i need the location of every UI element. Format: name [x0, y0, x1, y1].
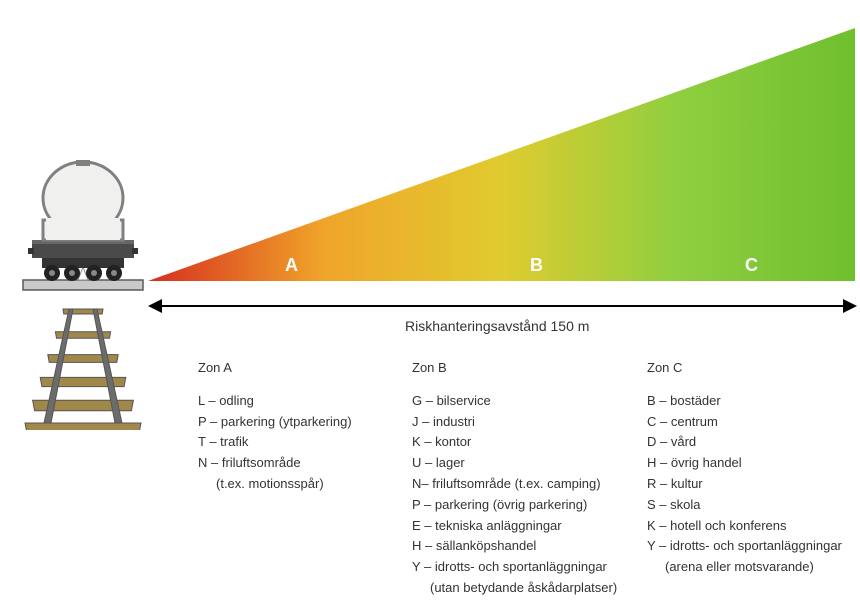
zone-a-title: Zon A: [198, 358, 398, 379]
zone-item: (utan betydande åskådarplatser): [412, 578, 647, 599]
zone-item: (arena eller motsvarande): [647, 557, 857, 578]
zone-item: C – centrum: [647, 412, 857, 433]
zone-item: T – trafik: [198, 432, 398, 453]
zone-item: P – parkering (övrig parkering): [412, 495, 647, 516]
zone-item: D – vård: [647, 432, 857, 453]
rail-track-icon: [18, 305, 148, 433]
zone-item: U – lager: [412, 453, 647, 474]
zone-item: H – sällanköpshandel: [412, 536, 647, 557]
zone-c-column: Zon C B – bostäderC – centrumD – vårdH –…: [647, 358, 857, 578]
zone-item: E – tekniska anläggningar: [412, 516, 647, 537]
zone-item: P – parkering (ytparkering): [198, 412, 398, 433]
zone-item: H – övrig handel: [647, 453, 857, 474]
zone-item: Y – idrotts- och sportanläggningar: [647, 536, 857, 557]
zone-c-list: B – bostäderC – centrumD – vårdH – övrig…: [647, 391, 857, 578]
zone-item: K – kontor: [412, 432, 647, 453]
zone-c-title: Zon C: [647, 358, 857, 379]
zone-item: (t.ex. motionsspår): [198, 474, 398, 495]
zone-item: N – friluftsområde: [198, 453, 398, 474]
zone-letter-c: C: [745, 255, 758, 276]
zone-item: G – bilservice: [412, 391, 647, 412]
zone-item: B – bostäder: [647, 391, 857, 412]
zone-b-title: Zon B: [412, 358, 647, 379]
distance-arrow: [160, 305, 843, 307]
tank-wagon-icon: [18, 160, 148, 303]
zone-a-column: Zon A L – odlingP – parkering (ytparkeri…: [198, 358, 398, 495]
zone-b-list: G – bilserviceJ – industriK – kontorU – …: [412, 391, 647, 599]
zone-item: S – skola: [647, 495, 857, 516]
arrow-right-head: [843, 299, 857, 313]
zone-item: K – hotell och konferens: [647, 516, 857, 537]
zone-item: N– friluftsområde (t.ex. camping): [412, 474, 647, 495]
zone-letter-b: B: [530, 255, 543, 276]
zone-item: J – industri: [412, 412, 647, 433]
zone-letter-a: A: [285, 255, 298, 276]
zone-item: Y – idrotts- och sportanläggningar: [412, 557, 647, 578]
zone-item: L – odling: [198, 391, 398, 412]
distance-label: Riskhanteringsavstånd 150 m: [405, 318, 589, 334]
zone-a-list: L – odlingP – parkering (ytparkering)T –…: [198, 391, 398, 495]
zone-item: R – kultur: [647, 474, 857, 495]
zone-b-column: Zon B G – bilserviceJ – industriK – kont…: [412, 358, 647, 599]
